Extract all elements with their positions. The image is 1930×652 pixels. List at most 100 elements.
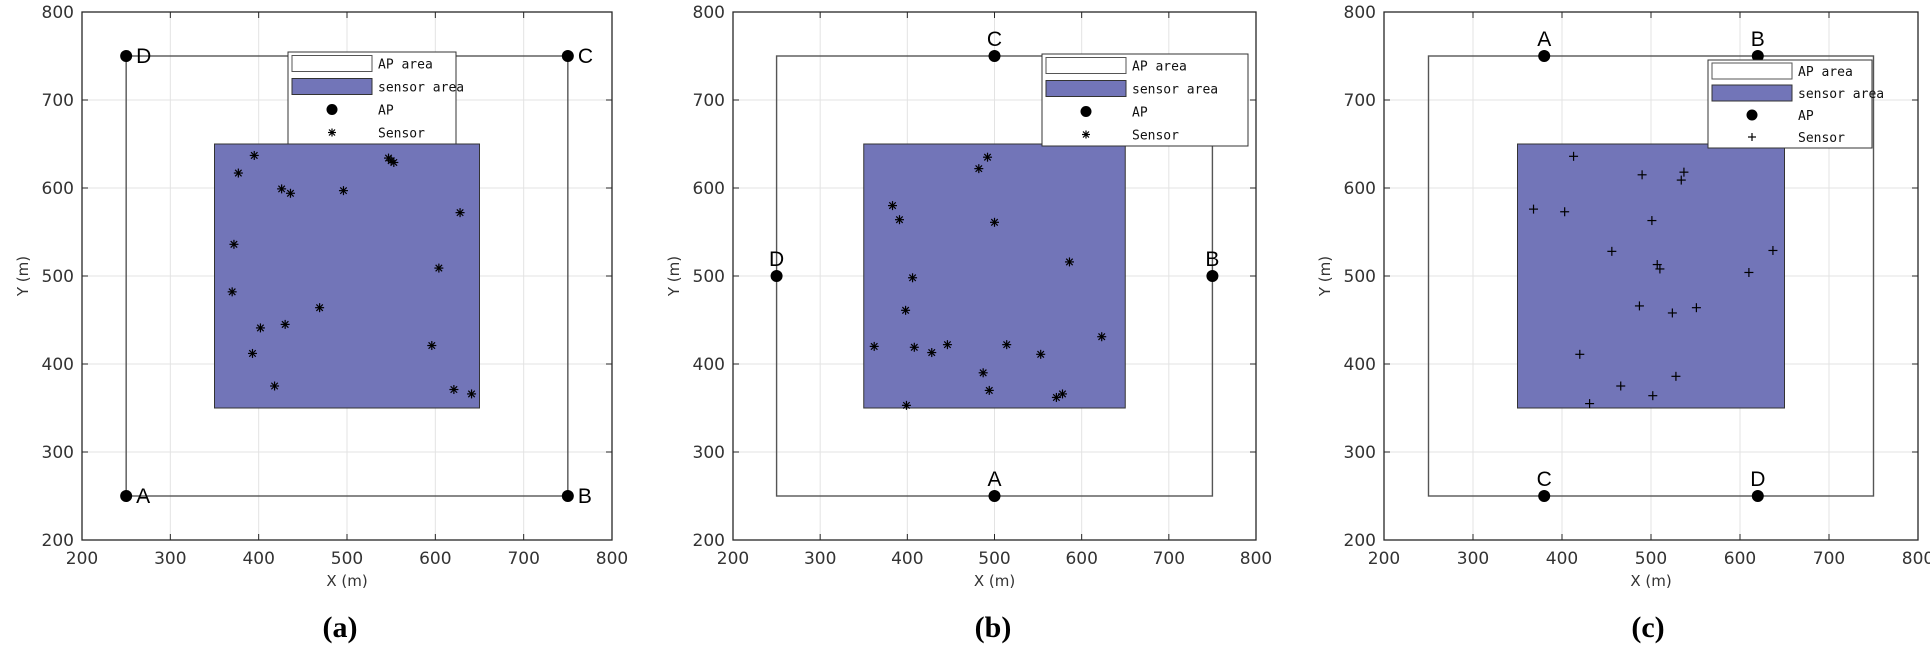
sensor-point <box>277 184 287 194</box>
legend-swatch-ap-area <box>1711 62 1793 80</box>
legend-swatch-ap-area <box>1045 57 1127 74</box>
sensor-area <box>1517 143 1785 409</box>
sensor-point <box>455 208 465 218</box>
x-tick-label: 200 <box>1368 549 1400 569</box>
y-axis-title: Y (m) <box>1316 256 1334 297</box>
y-tick-label: 600 <box>1344 179 1376 199</box>
x-tick-label: 500 <box>978 549 1010 569</box>
sensor-area <box>214 143 480 409</box>
ap-point <box>561 490 574 502</box>
sensor-point <box>1529 204 1539 214</box>
sensor-point <box>1744 267 1754 277</box>
panel-label: (a) <box>323 611 358 644</box>
sensor-point <box>270 381 280 391</box>
legend: AP area sensor area AP Sensor <box>287 51 464 145</box>
sensor-point <box>1064 257 1074 267</box>
ap-point <box>988 50 1001 62</box>
panel-label: (c) <box>1631 611 1664 644</box>
sensor-point <box>1607 246 1617 256</box>
sensor-point <box>1768 245 1778 255</box>
ap-label: B <box>1751 28 1765 51</box>
x-tick-label: 600 <box>1065 549 1097 569</box>
x-tick-label: 400 <box>242 549 274 569</box>
sensor-point <box>1655 264 1665 274</box>
ap-label: A <box>987 468 1001 491</box>
ap-label: D <box>1750 468 1765 491</box>
sensor-point <box>869 341 879 351</box>
y-tick-label: 800 <box>42 3 74 23</box>
sensor-point <box>1679 167 1689 177</box>
legend-label: AP area <box>378 58 433 73</box>
panel-label: (b) <box>975 611 1012 644</box>
ap-point <box>120 490 133 502</box>
sensor-point <box>449 385 459 395</box>
sensor-point <box>467 389 477 399</box>
x-tick-label: 600 <box>1724 549 1756 569</box>
y-tick-label: 700 <box>42 91 74 111</box>
sensor-point <box>1647 216 1657 226</box>
y-tick-label: 300 <box>1344 443 1376 463</box>
x-tick-label: 700 <box>1813 549 1845 569</box>
y-tick-label: 400 <box>693 355 725 375</box>
y-tick-label: 300 <box>693 443 725 463</box>
y-tick-label: 700 <box>1344 91 1376 111</box>
y-tick-label: 800 <box>693 3 725 23</box>
x-tick-label: 300 <box>154 549 186 569</box>
ap-label: C <box>987 28 1002 51</box>
x-tick-label: 500 <box>1635 549 1667 569</box>
x-tick-label: 700 <box>507 549 539 569</box>
legend-label: sensor area <box>1132 83 1218 98</box>
x-tick-label: 800 <box>596 549 628 569</box>
legend-swatch-ap-area <box>291 55 373 72</box>
legend-label: Sensor <box>378 127 425 142</box>
x-tick-label: 200 <box>717 549 749 569</box>
ap-point <box>1538 50 1551 62</box>
legend: AP area sensor area AP Sensor <box>1707 59 1884 149</box>
legend-swatch-sensor-area <box>1045 80 1127 97</box>
ap-point <box>561 50 574 62</box>
ap-label: C <box>578 45 593 68</box>
ap-point <box>1751 490 1764 502</box>
legend-label: AP <box>1132 106 1148 121</box>
legend-marker-ap <box>326 104 338 115</box>
ap-label: A <box>136 485 150 508</box>
sensor-point <box>1575 349 1585 359</box>
sensor-point <box>233 168 243 178</box>
sensor-point <box>249 150 259 160</box>
legend-marker-ap <box>1746 109 1758 121</box>
sensor-point <box>1676 175 1686 185</box>
sensor-point <box>901 305 911 315</box>
ap-label: B <box>1205 248 1219 271</box>
sensor-point <box>1560 207 1570 217</box>
x-tick-label: 600 <box>419 549 451 569</box>
sensor-point <box>1634 301 1644 311</box>
x-axis-title: X (m) <box>326 572 367 590</box>
y-tick-label: 200 <box>1344 531 1376 551</box>
sensor-point <box>1637 170 1647 180</box>
y-tick-label: 600 <box>42 179 74 199</box>
y-tick-label: 200 <box>693 531 725 551</box>
legend-label: AP area <box>1798 65 1853 80</box>
y-tick-label: 300 <box>42 443 74 463</box>
y-tick-label: 400 <box>1344 355 1376 375</box>
legend-label: AP area <box>1132 60 1187 75</box>
sensor-point <box>1569 151 1579 161</box>
sensor-point <box>901 400 911 410</box>
sensor-point <box>434 263 444 273</box>
legend: AP area sensor area AP Sensor <box>1041 53 1249 147</box>
sensor-point <box>255 323 265 333</box>
y-tick-label: 200 <box>42 531 74 551</box>
legend-label: sensor area <box>378 81 464 96</box>
x-tick-label: 300 <box>804 549 836 569</box>
y-tick-label: 500 <box>1344 267 1376 287</box>
legend-label: AP <box>1798 109 1814 124</box>
ap-point <box>1538 490 1551 502</box>
x-tick-label: 700 <box>1153 549 1185 569</box>
sensor-point <box>1036 349 1046 359</box>
y-tick-label: 500 <box>693 267 725 287</box>
sensor-point <box>280 319 290 329</box>
legend-marker-sensor <box>328 128 336 137</box>
sensor-point <box>974 164 984 174</box>
sensor-point <box>983 152 993 162</box>
